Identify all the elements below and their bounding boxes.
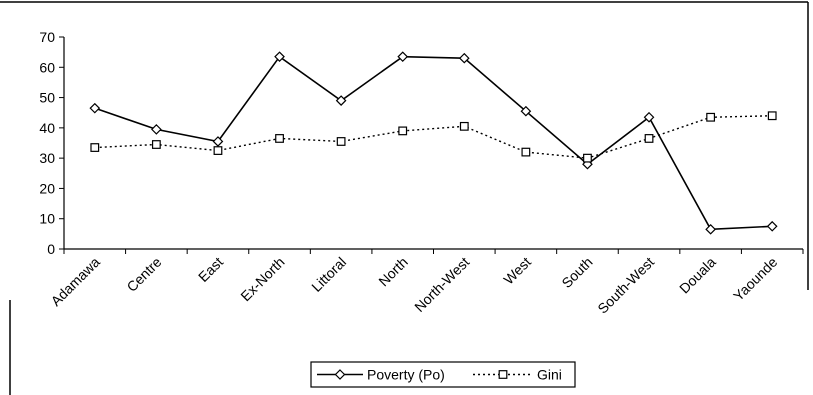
data-point [521, 147, 531, 157]
data-point [90, 143, 100, 152]
data-point [643, 111, 655, 123]
x-tick-label: North [375, 254, 411, 290]
legend-label-poverty: Poverty (Po) [367, 367, 445, 383]
data-point [213, 146, 223, 155]
x-tick-label: Centre [123, 254, 164, 295]
data-point [151, 140, 161, 149]
data-point [766, 220, 778, 232]
x-tick-label: East [195, 254, 226, 285]
axes [63, 37, 803, 250]
data-point [644, 134, 654, 143]
legend-marker-gini [498, 370, 508, 379]
x-tick-label: South [558, 254, 595, 291]
data-point [459, 121, 469, 131]
series-layer [89, 51, 778, 235]
data-point [336, 137, 346, 146]
y-axis-ticks: 0 10 20 30 40 50 60 70 [39, 29, 64, 257]
y-tick-label: 30 [39, 150, 55, 166]
series-poverty [89, 51, 778, 235]
data-point [151, 124, 162, 135]
y-tick-label: 50 [39, 90, 55, 106]
x-tick-label: Adamawa [48, 254, 103, 309]
legend: Poverty (Po) Gini [310, 361, 576, 388]
data-point [275, 134, 284, 143]
data-point [520, 105, 532, 117]
legend-label-gini: Gini [537, 367, 562, 383]
data-point [458, 52, 470, 64]
data-point [398, 126, 408, 136]
data-point [274, 51, 285, 63]
x-tick-label: Ex-North [237, 254, 287, 304]
x-tick-label: North-West [411, 254, 472, 315]
x-tick-label: Littoral [308, 254, 349, 295]
data-point [335, 95, 347, 106]
data-point [212, 136, 224, 147]
data-point [706, 112, 716, 122]
data-point [89, 102, 101, 114]
x-tick-label: Yaounde [730, 254, 780, 304]
y-tick-label: 70 [39, 29, 55, 45]
y-tick-label: 20 [39, 180, 55, 196]
data-point [767, 111, 777, 121]
x-tick-label: Douala [676, 254, 719, 297]
series-line [94, 55, 773, 231]
y-tick-label: 60 [39, 59, 55, 75]
legend-marker-poverty [334, 369, 346, 380]
x-axis-ticks: Adamawa Centre East Ex-North Littoral North No… [48, 249, 804, 317]
series-gini [90, 111, 777, 163]
data-point [705, 223, 716, 235]
y-tick-label: 40 [39, 120, 55, 136]
y-tick-label: 0 [47, 241, 55, 257]
series-line [94, 115, 773, 159]
data-point [583, 153, 592, 163]
y-tick-label: 10 [39, 211, 55, 227]
data-point [397, 51, 409, 63]
x-tick-label: South-West [594, 254, 657, 317]
x-tick-label: West [500, 254, 534, 288]
